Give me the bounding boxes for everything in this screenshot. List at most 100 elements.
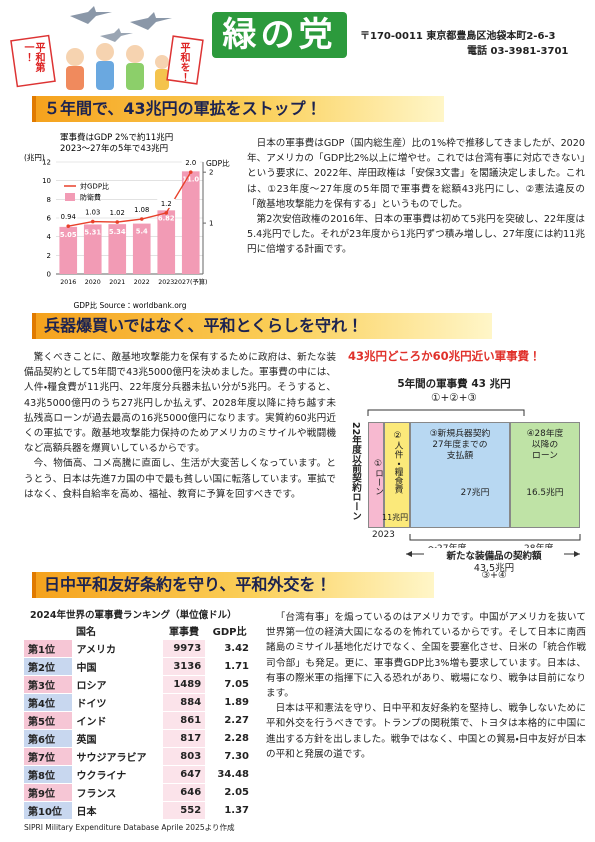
bar bbox=[59, 226, 78, 274]
contract-amount: 43.5兆円 bbox=[473, 563, 515, 574]
phone: 電話 03-3981-3701 bbox=[467, 46, 569, 57]
diagram: 43兆円どころか60兆円近い軍事費！ 5年間の軍事費 43 兆円 ①+②+③ 2… bbox=[344, 348, 586, 584]
paragraph: 今、物価高、コメ高騰に直面し、生活が大変苦しくなっています。とうとう、日本は先進… bbox=[24, 458, 336, 500]
table-cell: 34.48 bbox=[205, 765, 254, 784]
diagram-formula: ①+②+③ bbox=[431, 392, 477, 404]
logo: 緑の党 bbox=[212, 12, 347, 58]
y-tick-label: 4 bbox=[47, 233, 52, 241]
diagram-total: 5年間の軍事費 43 兆円 bbox=[397, 378, 511, 390]
table-cell: 647 bbox=[162, 765, 207, 784]
table-row: 第4位 ドイツ 884 1.89 bbox=[24, 693, 254, 712]
box-label: ③新規兵器契約 bbox=[429, 429, 491, 439]
table-cell: 第7位 bbox=[24, 747, 73, 766]
address: 〒170-0011 東京都豊島区池袋本町2-6-3 bbox=[360, 31, 556, 42]
ranking-table: 国名 軍事費 GDP比 第1位 アメリカ 9973 3.42 第2位 中国 3136 1.71 第3位… bbox=[24, 622, 254, 820]
table-cell: サウジアラビア bbox=[72, 747, 163, 766]
side-label: 22年度以前契約ローン bbox=[350, 422, 361, 521]
line-value-label: 0.94 bbox=[61, 213, 76, 221]
year-label: 2023 bbox=[372, 530, 395, 540]
label-bg bbox=[83, 207, 102, 217]
table-title: 2024年世界の軍事費ランキング（単位億ドル） bbox=[30, 610, 237, 621]
paragraph: 日本の軍事費はGDP（国内総生産）比の1%枠で推移してきましたが、2020年、ア… bbox=[247, 138, 585, 210]
table-cell: 第1位 bbox=[24, 639, 73, 658]
line-value-label: 1.03 bbox=[85, 209, 100, 217]
header-cell: 国名 bbox=[72, 622, 163, 640]
table-cell: 中国 bbox=[72, 657, 163, 676]
line-point bbox=[115, 220, 120, 224]
table-cell: 646 bbox=[162, 783, 207, 802]
legend-swatch bbox=[65, 193, 75, 201]
label-bg bbox=[132, 205, 151, 215]
box: ④28年度 以降の ローン 16.5兆円 bbox=[510, 422, 580, 528]
box: ①ローン bbox=[368, 422, 384, 528]
table-row: 第2位 中国 3136 1.71 bbox=[24, 657, 254, 676]
y2-tick-label: 2 bbox=[209, 169, 213, 177]
y-tick-label: 2 bbox=[47, 252, 51, 260]
table-cell: 7.30 bbox=[205, 747, 254, 766]
paragraph: 第2次安倍政権の2016年、日本の軍事費は初めて5兆円を突破し、22年度は5.4… bbox=[247, 214, 585, 256]
text-block: 「台湾有事」を煽っているのはアメリカです。中国がアメリカを抜いて世界第一位の経済… bbox=[266, 610, 586, 762]
chart-subtitle: 2023～27年の5年で43兆円 bbox=[60, 143, 168, 154]
table-row: 第9位 フランス 646 2.05 bbox=[24, 783, 254, 802]
legend-label: 防衛費 bbox=[80, 193, 101, 202]
table-cell: 2.05 bbox=[205, 783, 254, 802]
table-cell: アメリカ bbox=[72, 639, 163, 658]
box-amount: 16.5兆円 bbox=[526, 488, 564, 498]
x-tick-label: 2016 bbox=[60, 279, 76, 286]
illustration bbox=[10, 6, 204, 90]
table-cell: 3.42 bbox=[205, 639, 254, 658]
header-cell bbox=[24, 622, 72, 640]
text-block: 驚くべきことに、敵基地攻撃能力を保有するために政府は、新たな装備品契約として5年… bbox=[24, 350, 336, 502]
table-cell: 第9位 bbox=[24, 783, 73, 802]
x-tick-label: 2021 bbox=[109, 279, 125, 286]
line-value-label: 1.2 bbox=[161, 200, 172, 208]
box-label: 以降の bbox=[531, 440, 559, 450]
table-source: SIPRI Military Expenditure Database Apri… bbox=[24, 823, 235, 832]
bar-value-label: 5.31 bbox=[84, 228, 101, 236]
chart-source: GDP比 Source：worldbank.org bbox=[73, 300, 186, 310]
label-bg bbox=[157, 198, 176, 208]
x-tick-label: 2027(予算) bbox=[174, 277, 208, 286]
table-cell: 3136 bbox=[162, 657, 207, 676]
table-row: 第3位 ロシア 1489 7.05 bbox=[24, 675, 254, 694]
header-cell: 軍事費 bbox=[162, 622, 206, 640]
bar bbox=[157, 210, 176, 274]
table-cell: ドイツ bbox=[72, 693, 163, 712]
label-bg bbox=[108, 208, 127, 218]
header-cell: GDP比 bbox=[205, 622, 254, 640]
line-value-label: 2.0 bbox=[185, 159, 196, 167]
sign-text: 平和を！ bbox=[178, 42, 189, 82]
paragraph: 「台湾有事」を煽っているのはアメリカです。中国がアメリカを抜いて世界第一位の経済… bbox=[266, 612, 586, 700]
section-heading: ５年間で、43兆円の軍拡をストップ！ bbox=[32, 96, 444, 122]
table-cell: ロシア bbox=[72, 675, 163, 694]
table-cell: 1.89 bbox=[205, 693, 254, 712]
table-cell: 861 bbox=[162, 711, 207, 730]
chart: 軍事費はGDP 2%で約11兆円 2023～27年の5年で43兆円 (兆円) G… bbox=[24, 132, 230, 310]
bar-value-label: 5.05 bbox=[60, 231, 77, 239]
bar bbox=[181, 171, 200, 274]
table-cell: 第8位 bbox=[24, 765, 73, 784]
table-cell: 英国 bbox=[72, 729, 163, 748]
line-point bbox=[90, 219, 95, 224]
table-cell: 1.37 bbox=[205, 801, 254, 820]
box: ②人件・糧食費 11兆円 bbox=[382, 422, 410, 528]
line-point bbox=[164, 211, 169, 215]
y-tick-label: 10 bbox=[42, 177, 51, 185]
contract-formula: ③+④ bbox=[481, 570, 507, 581]
table-row: 第5位 インド 861 2.27 bbox=[24, 711, 254, 730]
y-tick-label: 12 bbox=[42, 159, 51, 167]
x-tick-label: 2020 bbox=[85, 279, 101, 286]
table-row: 第8位 ウクライナ 647 34.48 bbox=[24, 765, 254, 784]
table-cell: 第3位 bbox=[24, 675, 73, 694]
box-label: ②人件・糧食費 bbox=[392, 430, 403, 494]
box: ③新規兵器契約 27年度までの 支払額 27兆円 bbox=[410, 422, 510, 528]
label-bg bbox=[181, 158, 200, 168]
y-axis-label: (兆円) bbox=[24, 152, 45, 162]
paragraph: 驚くべきことに、敵基地攻撃能力を保有するために政府は、新たな装備品契約として5年… bbox=[24, 352, 336, 455]
table-cell: ウクライナ bbox=[72, 765, 163, 784]
diagram-title: 43兆円どころか60兆円近い軍事費！ bbox=[348, 349, 541, 363]
table-cell: 817 bbox=[162, 729, 207, 748]
bar bbox=[83, 224, 102, 274]
box-amount: 27兆円 bbox=[460, 488, 490, 498]
